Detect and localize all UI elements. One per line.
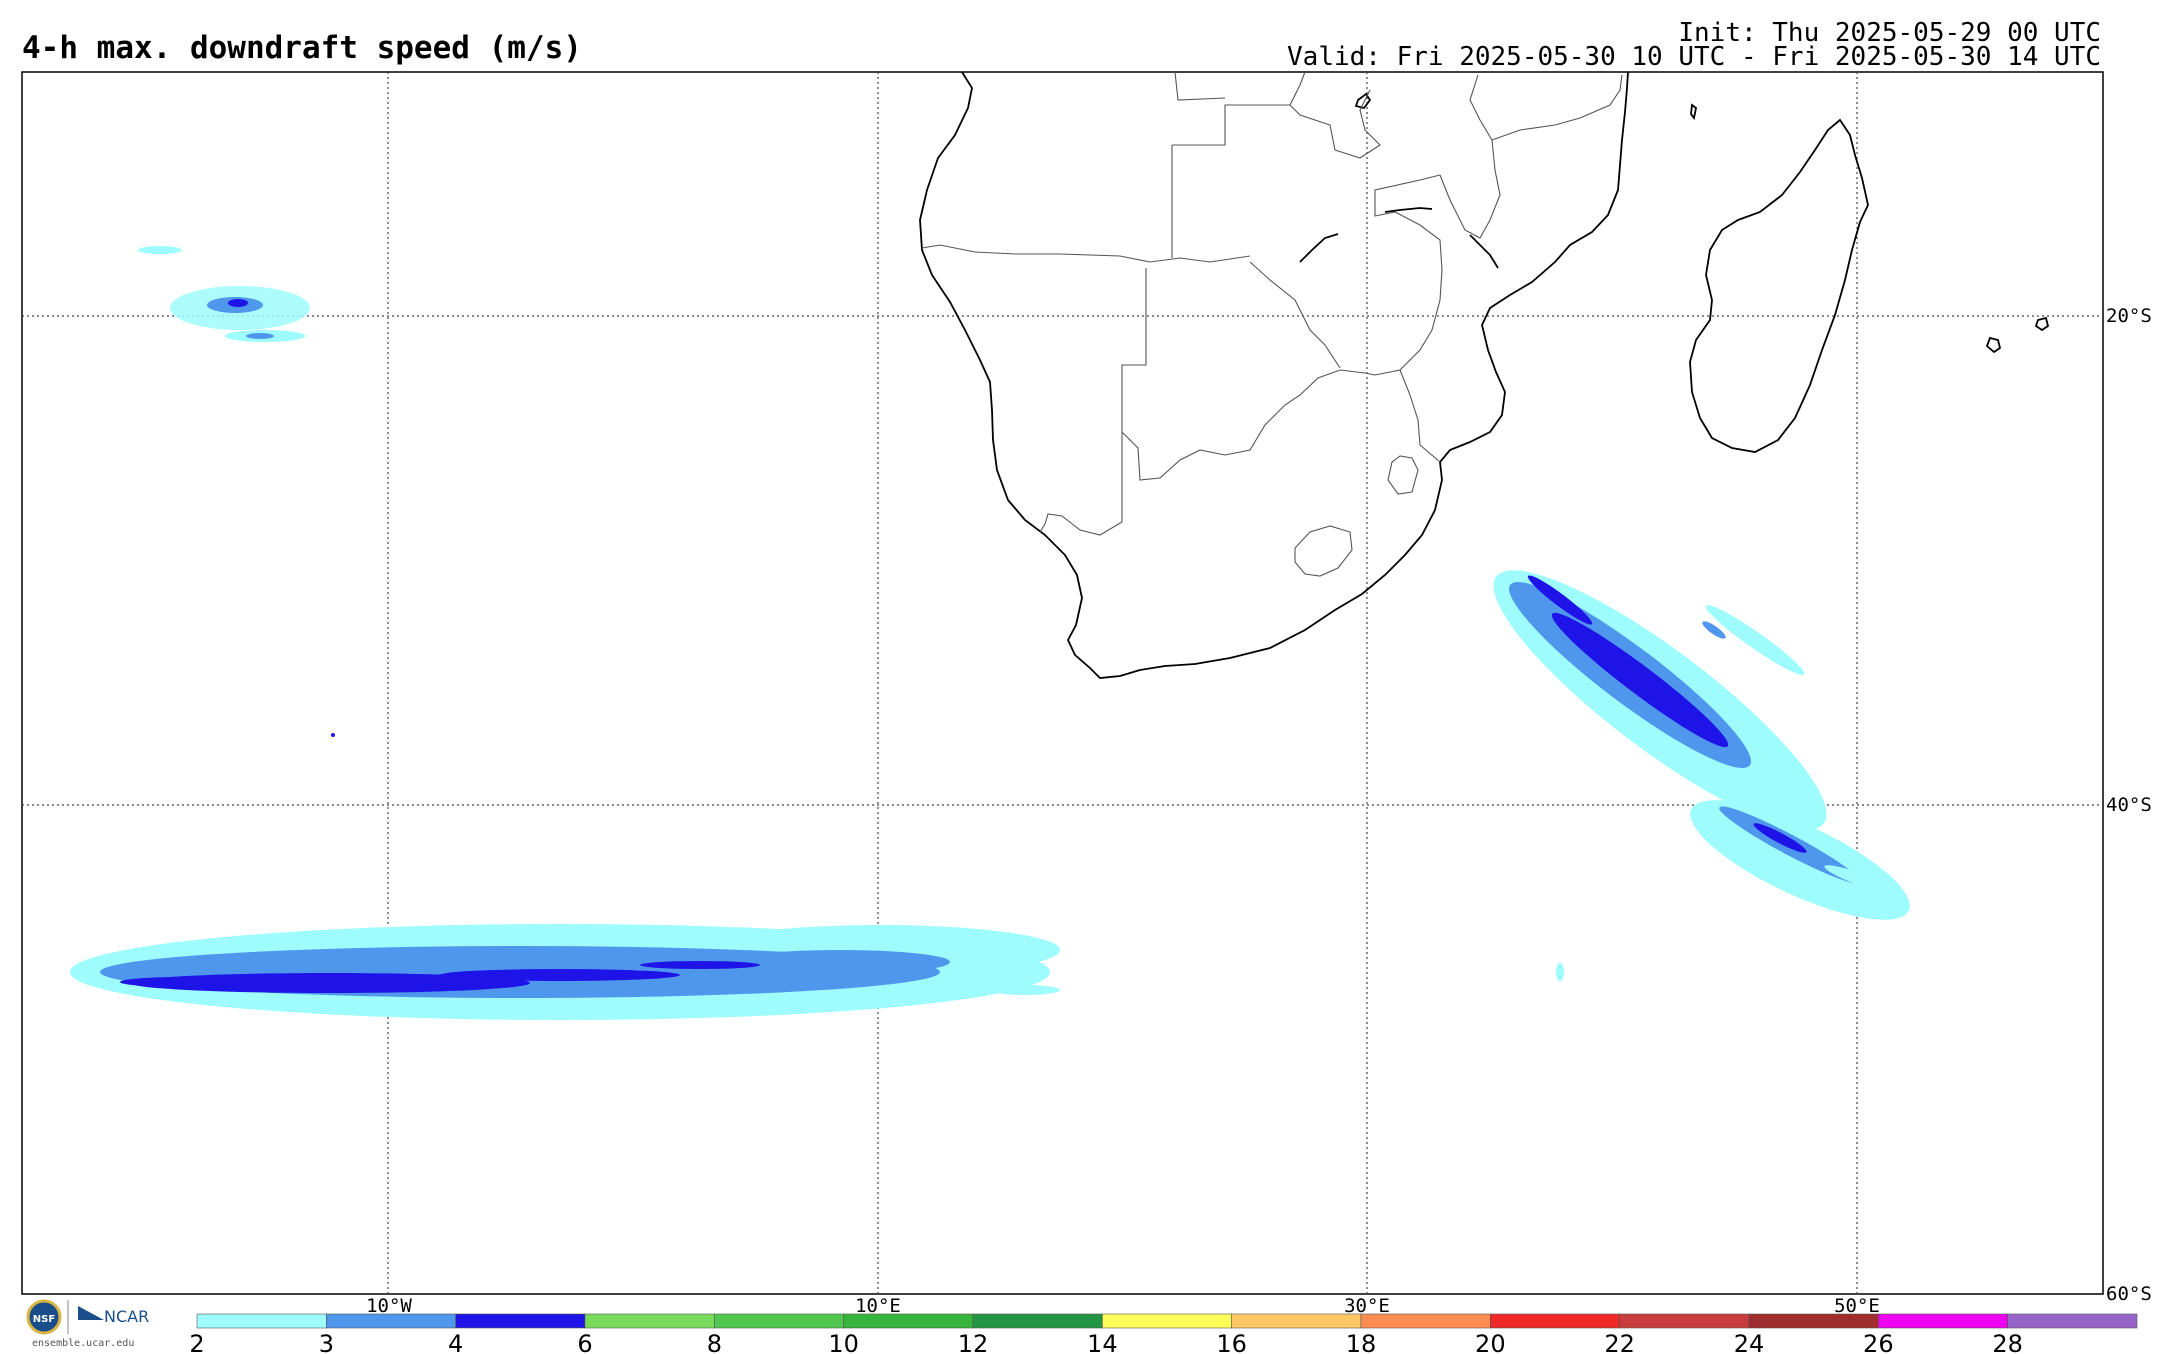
colorbar-label-14: 14: [1087, 1330, 1118, 1354]
colorbar-swatch-2: [455, 1313, 586, 1329]
colorbar-label-3: 3: [319, 1330, 334, 1354]
colorbar-swatch-5: [843, 1313, 974, 1329]
lake-kariba-shore: [1299, 233, 1339, 263]
lake-victoria-shore: [1354, 92, 1372, 110]
patch-northwest: [138, 246, 335, 737]
band-southwest: [70, 924, 1060, 1020]
country-borders: [921, 72, 1623, 577]
border-angola-namibia: [921, 244, 1251, 263]
lon-label-10w: 10°W: [366, 1295, 412, 1317]
border-namibia-botswana: [1121, 268, 1147, 522]
ncar-logo-text: NCAR: [104, 1307, 149, 1326]
border-malawi: [1439, 74, 1501, 239]
colorbar-swatch-14: [2007, 1313, 2138, 1329]
site-credit: ensemble.ucar.edu: [32, 1338, 134, 1349]
latitude-labels: 20°S 40°S 60°S: [2106, 305, 2152, 1305]
colorbar-swatch-0: [196, 1313, 327, 1329]
colorbar-swatch-7: [1102, 1313, 1232, 1329]
border-drc-angola: [1174, 72, 1226, 101]
colorbar-swatch-8: [1231, 1313, 1362, 1329]
border-botswana-south-africa: [1121, 369, 1401, 481]
coastlines: [919, 72, 2050, 679]
colorbar-label-6: 6: [577, 1330, 592, 1354]
nsf-logo-text: NSF: [33, 1314, 55, 1325]
colorbar-swatch-6: [972, 1313, 1103, 1329]
lon-label-50e: 50°E: [1834, 1295, 1880, 1317]
lon-label-30e: 30°E: [1344, 1295, 1390, 1317]
lon-label-10e: 10°E: [855, 1295, 901, 1317]
ncar-logo-mark: [78, 1306, 104, 1320]
colorbar-label-10: 10: [828, 1330, 859, 1354]
colorbar-swatch-1: [326, 1313, 456, 1329]
border-lesotho: [1294, 525, 1353, 577]
colorbar: 2 3 4 6 8 10 12 14 16 18 20 22 24 26 28: [189, 1313, 2138, 1354]
colorbar-label-22: 22: [1604, 1330, 1635, 1354]
colorbar-label-2: 2: [189, 1330, 204, 1354]
colorbar-label-20: 20: [1475, 1330, 1506, 1354]
africa-coastline: [919, 72, 1629, 679]
colorbar-swatch-11: [1619, 1313, 1750, 1329]
border-botswana-zimbabwe: [1249, 261, 1341, 369]
border-namibia-south-africa: [1039, 513, 1123, 536]
longitude-labels: 10°W 10°E 30°E 50°E: [366, 1295, 1880, 1317]
border-mozambique-south-africa: [1399, 369, 1441, 463]
valid-time-range: Valid: Fri 2025-05-30 10 UTC - Fri 2025-…: [1287, 42, 2101, 72]
logo-block: NSF NCAR ensemble.ucar.edu: [26, 1299, 149, 1349]
colorbar-swatch-3: [584, 1313, 715, 1329]
graticule: [22, 72, 2103, 1294]
lat-label-20s: 20°S: [2106, 305, 2152, 327]
downdraft-field: [70, 246, 1910, 1020]
streak-southeast: [1493, 570, 1910, 981]
reunion-coastline: [2034, 316, 2050, 332]
colorbar-swatch-13: [1878, 1313, 2008, 1329]
colorbar-swatch-12: [1748, 1313, 1879, 1329]
border-tanzania-mozambique: [1491, 74, 1623, 141]
comoros-coastline: [1690, 103, 1697, 121]
border-zimbabwe-mozambique: [1374, 174, 1443, 371]
colorbar-label-26: 26: [1863, 1330, 1894, 1354]
colorbar-label-24: 24: [1734, 1330, 1765, 1354]
map-title: 4-h max. downdraft speed (m/s): [22, 30, 582, 66]
border-drc-zambia: [1289, 72, 1381, 159]
lat-label-60s: 60°S: [2106, 1283, 2152, 1305]
mauritius-coastline: [1985, 336, 2002, 354]
colorbar-label-16: 16: [1216, 1330, 1247, 1354]
colorbar-label-8: 8: [707, 1330, 722, 1354]
init-time: Init: Thu 2025-05-29 00 UTC: [1678, 18, 2101, 48]
colorbar-label-18: 18: [1346, 1330, 1377, 1354]
map-frame: [21, 71, 2104, 1295]
colorbar-label-12: 12: [958, 1330, 989, 1354]
colorbar-swatch-9: [1360, 1313, 1491, 1329]
colorbar-swatch-10: [1490, 1313, 1620, 1329]
colorbar-label-4: 4: [448, 1330, 463, 1354]
nsf-logo: [26, 1299, 62, 1335]
lat-label-40s: 40°S: [2106, 794, 2152, 816]
lake-tanganyika-shore: [1384, 207, 1433, 213]
colorbar-swatch-4: [714, 1313, 844, 1329]
border-eswatini: [1387, 455, 1419, 495]
colorbar-label-28: 28: [1992, 1330, 2023, 1354]
colorbar-swatches: [196, 1313, 2138, 1329]
colorbar-labels: 2 3 4 6 8 10 12 14 16 18 20 22 24 26 28: [189, 1330, 2023, 1354]
madagascar-coastline: [1689, 118, 1869, 453]
lake-malawi-shore: [1469, 234, 1499, 269]
